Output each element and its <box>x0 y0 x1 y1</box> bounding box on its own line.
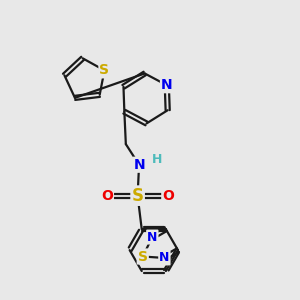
Text: H: H <box>152 153 163 166</box>
Text: N: N <box>159 251 170 264</box>
Text: N: N <box>161 78 172 92</box>
Text: S: S <box>138 250 148 263</box>
Text: N: N <box>147 230 158 244</box>
Text: O: O <box>162 189 174 203</box>
Text: O: O <box>101 189 113 203</box>
Text: N: N <box>133 158 145 172</box>
Text: S: S <box>132 187 144 205</box>
Text: S: S <box>99 63 110 77</box>
